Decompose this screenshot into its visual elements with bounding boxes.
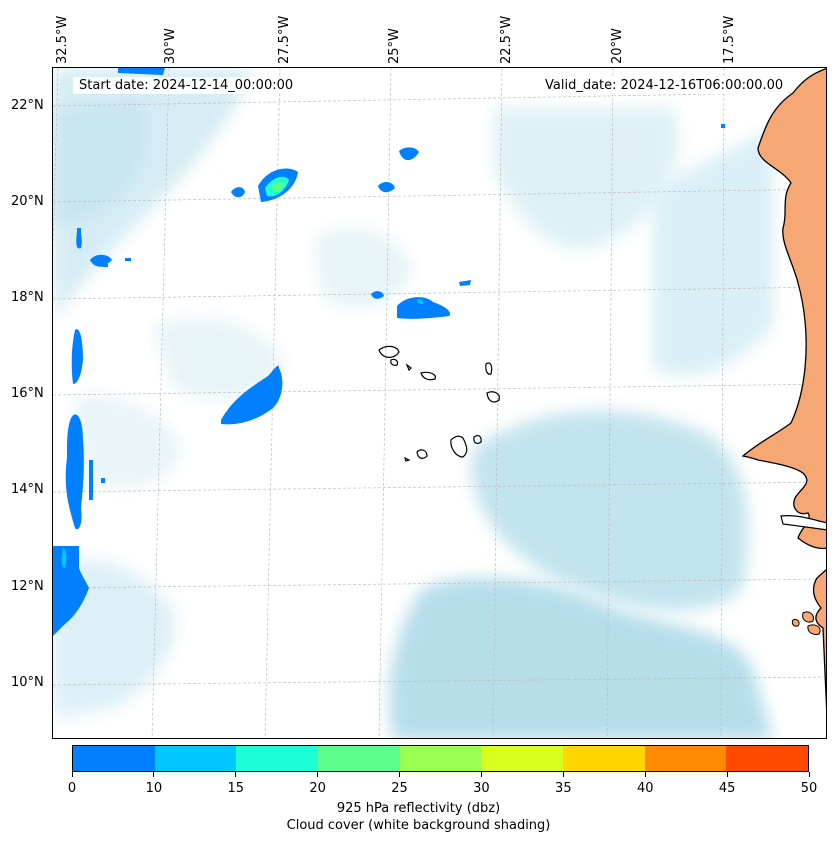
lat-label: 10°N bbox=[11, 675, 44, 690]
lon-label: 27.5°W bbox=[277, 15, 292, 64]
gambia-notch bbox=[780, 515, 826, 531]
colorbar-tick bbox=[480, 772, 482, 777]
cape-verde-islands bbox=[378, 345, 500, 462]
colorbar-tick-label: 50 bbox=[800, 781, 818, 796]
lon-label: 25°W bbox=[387, 28, 402, 64]
colorbar-segment bbox=[644, 746, 727, 771]
reflectivity-cells bbox=[53, 68, 725, 636]
colorbar-tick-label: 10 bbox=[145, 781, 163, 796]
colorbar-tick bbox=[317, 772, 319, 777]
lat-label: 22°N bbox=[11, 98, 44, 113]
map-canvas bbox=[53, 68, 826, 738]
lat-label: 18°N bbox=[11, 290, 44, 305]
colorbar bbox=[72, 745, 809, 772]
lon-label: 17.5°W bbox=[722, 15, 737, 64]
colorbar-segment bbox=[726, 746, 809, 771]
colorbar-tick bbox=[399, 772, 401, 777]
colorbar-segment bbox=[236, 746, 319, 771]
colorbar-segment bbox=[399, 746, 482, 771]
map-panel[interactable] bbox=[52, 67, 827, 739]
colorbar-tick bbox=[644, 772, 646, 777]
lat-label: 16°N bbox=[11, 386, 44, 401]
cloud-cover-shading bbox=[53, 68, 773, 738]
lat-label: 12°N bbox=[11, 579, 44, 594]
colorbar-tick-label: 30 bbox=[473, 781, 490, 796]
colorbar-tick-label: 45 bbox=[718, 781, 736, 796]
colorbar-tick bbox=[153, 772, 155, 777]
colorbar-tick-label: 20 bbox=[309, 781, 326, 796]
lon-label: 30°W bbox=[163, 28, 178, 64]
colorbar-tick bbox=[726, 772, 728, 777]
colorbar-tick-label: 35 bbox=[555, 781, 572, 796]
colorbar-tick-label: 40 bbox=[636, 781, 654, 796]
africa-land bbox=[741, 68, 826, 710]
lat-label: 20°N bbox=[11, 194, 44, 209]
colorbar-segment bbox=[318, 746, 400, 771]
colorbar-tick bbox=[562, 772, 564, 777]
lon-label: 20°W bbox=[610, 28, 625, 64]
lat-label: 14°N bbox=[11, 482, 44, 497]
lon-label: 22.5°W bbox=[499, 15, 514, 64]
start-date-label: Start date: 2024-12-14_00:00:00 bbox=[73, 77, 300, 94]
colorbar-tick bbox=[808, 772, 810, 777]
colorbar-title: 925 hPa reflectivity (dbz) bbox=[336, 801, 501, 816]
bissagos-islands bbox=[791, 611, 821, 635]
colorbar-segment bbox=[563, 746, 645, 771]
colorbar-tick-label: 25 bbox=[391, 781, 408, 796]
colorbar-tick bbox=[235, 772, 237, 777]
colorbar-segment bbox=[154, 746, 237, 771]
colorbar-tick-label: 15 bbox=[227, 781, 245, 796]
colorbar-segment bbox=[481, 746, 564, 771]
colorbar-segment bbox=[73, 746, 155, 771]
colorbar-tick-label: 0 bbox=[67, 781, 77, 796]
graticule bbox=[53, 68, 826, 738]
lon-label: 32.5°W bbox=[55, 15, 70, 64]
colorbar-subtitle: Cloud cover (white background shading) bbox=[286, 818, 551, 833]
colorbar-tick bbox=[71, 772, 73, 777]
valid-date-label: Valid_date: 2024-12-16T06:00:00.00 bbox=[539, 77, 790, 94]
